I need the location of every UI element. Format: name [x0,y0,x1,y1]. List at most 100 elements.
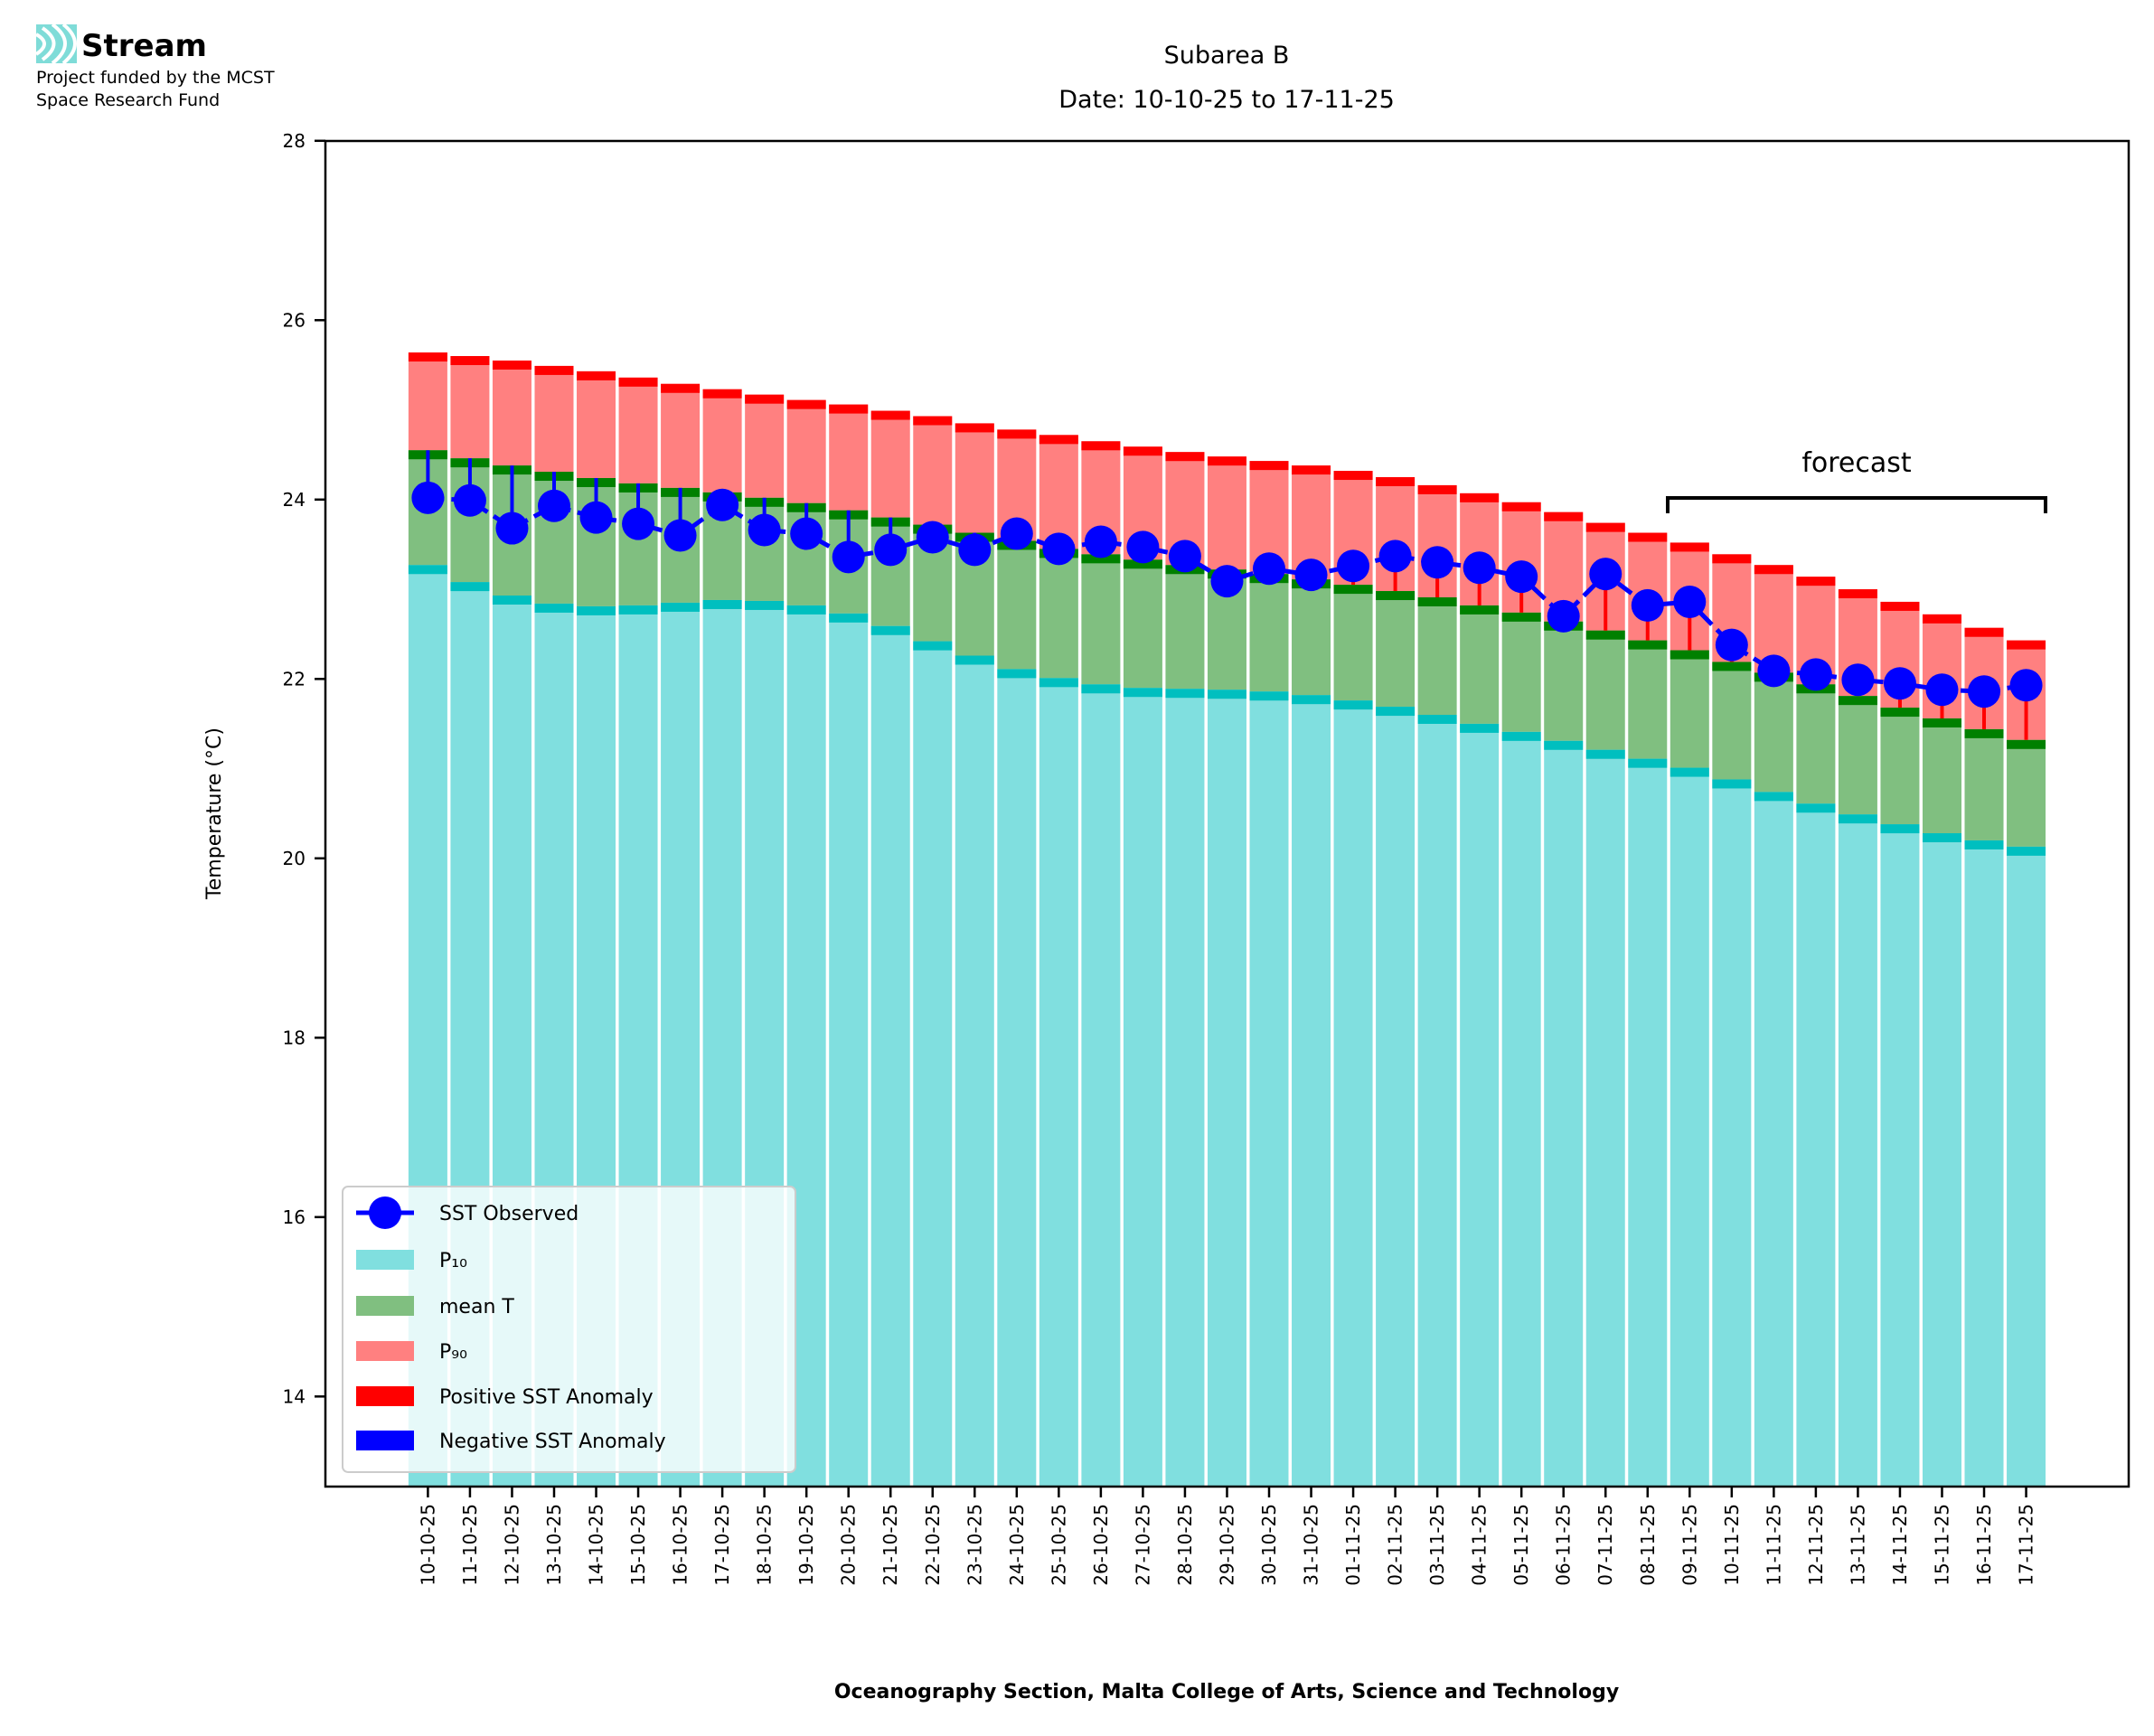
x-tick-label: 22-10-25 [922,1504,944,1586]
bar-mean-t [1754,672,1793,793]
cap-p90 [955,423,994,433]
cap-p10 [408,565,447,575]
cap-mean-t [1081,554,1121,564]
cap-mean-t [1501,612,1541,622]
bar-p10 [1165,689,1205,1487]
cap-mean-t [1628,640,1668,650]
logo: Stream Project funded by the MCST Space … [34,23,275,110]
bar-p10 [1333,700,1373,1487]
cap-p90 [1796,577,1836,586]
sst-observed-point [832,540,865,574]
bar-p10 [1501,731,1541,1487]
cap-p90 [2007,640,2046,650]
bar-p10 [1628,758,1668,1487]
bar-p10 [1081,684,1121,1487]
bar-mean-t [997,540,1037,670]
y-tick-label: 28 [283,130,306,152]
cap-p90 [1292,465,1331,475]
x-tick-label: 15-10-25 [627,1504,649,1586]
cap-p10 [1123,688,1162,698]
x-axis: 10-10-25 11-10-25 12-10-25 13-10-25 14-10-25… [417,1487,2037,1586]
sst-observed-point [2009,669,2043,702]
sst-observed-point [1925,673,1959,707]
y-axis: 14 16 18 20 22 24 26 28 [283,130,325,1407]
cap-p10 [1081,684,1121,694]
bar-p90 [1207,456,1246,570]
sst-observed-point [1337,549,1370,583]
sst-observed-point [748,513,781,547]
cap-p90 [1670,542,1709,552]
cap-p10 [955,655,994,665]
cap-p90 [618,377,658,387]
sst-observed-point [537,489,570,522]
bar-mean-t [1796,684,1836,804]
cap-mean-t [1712,662,1752,671]
forecast-label: forecast [1801,447,1912,479]
cap-mean-t [1585,630,1625,640]
x-tick-label: 30-10-25 [1258,1504,1280,1586]
bar-mean-t [1333,585,1373,701]
sst-observed-point [411,481,445,514]
sst-observed-point [1883,667,1916,700]
x-tick-label: 11-11-25 [1763,1504,1784,1586]
sst-observed-point [453,483,486,517]
bar-mean-t [1249,574,1289,692]
cap-mean-t [1838,696,1877,706]
cap-p10 [1585,749,1625,759]
cap-p10 [1922,833,1961,843]
bar-mean-t [1585,630,1625,750]
bar-p10 [1460,723,1500,1487]
cap-mean-t [1922,718,1961,727]
bar-p90 [618,377,658,483]
y-tick-label: 24 [283,489,306,511]
logo-funding-line1: Project funded by the MCST [36,68,275,88]
y-tick-label: 16 [283,1206,306,1228]
cap-p90 [450,356,490,365]
forecast-bracket [1666,496,2047,513]
sst-observed-point [1799,658,1832,691]
x-tick-label: 14-11-25 [1889,1504,1911,1586]
x-tick-label: 07-11-25 [1594,1504,1616,1586]
cap-p10 [1712,779,1752,789]
bar-mean-t [2007,739,2046,847]
legend-label: Positive SST Anomaly [439,1386,654,1409]
x-tick-label: 21-10-25 [879,1504,901,1586]
bar-mean-t [1838,696,1877,815]
bar-mean-t [1670,650,1709,768]
cap-p10 [829,613,869,623]
cap-p90 [997,429,1037,439]
cap-p10 [1207,690,1246,699]
sst-observed-point [579,501,613,534]
sst-observed-point [1084,525,1117,558]
cap-p10 [1460,723,1500,733]
bar-p10 [1964,840,2004,1487]
cap-p90 [1123,446,1162,456]
cap-p90 [702,389,742,399]
x-tick-label: 10-10-25 [417,1504,438,1586]
bar-p90 [913,416,953,525]
x-tick-label: 12-11-25 [1805,1504,1827,1586]
y-tick-label: 22 [283,668,306,690]
legend-swatch-icon [356,1250,414,1270]
forecast-annotation: forecast [1666,447,2047,513]
x-tick-label: 17-11-25 [2016,1504,2037,1586]
x-tick-label: 08-11-25 [1637,1504,1659,1586]
bar-p90 [492,360,531,466]
sst-observed-point [1631,588,1664,622]
bar-mean-t [1712,662,1752,780]
cap-p90 [1712,554,1752,564]
bar-p10 [1880,824,1920,1487]
x-tick-label: 20-10-25 [838,1504,860,1586]
cap-p10 [1754,792,1793,802]
bar-p90 [450,356,490,459]
stream-logo-icon [34,23,77,65]
sst-observed-point [1841,663,1875,697]
bar-p10 [870,625,910,1487]
cap-p10 [661,602,701,612]
bar-p10 [1039,678,1078,1487]
x-tick-label: 29-10-25 [1216,1504,1237,1586]
sst-observed-point [958,533,992,567]
bar-p10 [997,669,1037,1487]
x-tick-label: 14-10-25 [586,1504,607,1586]
